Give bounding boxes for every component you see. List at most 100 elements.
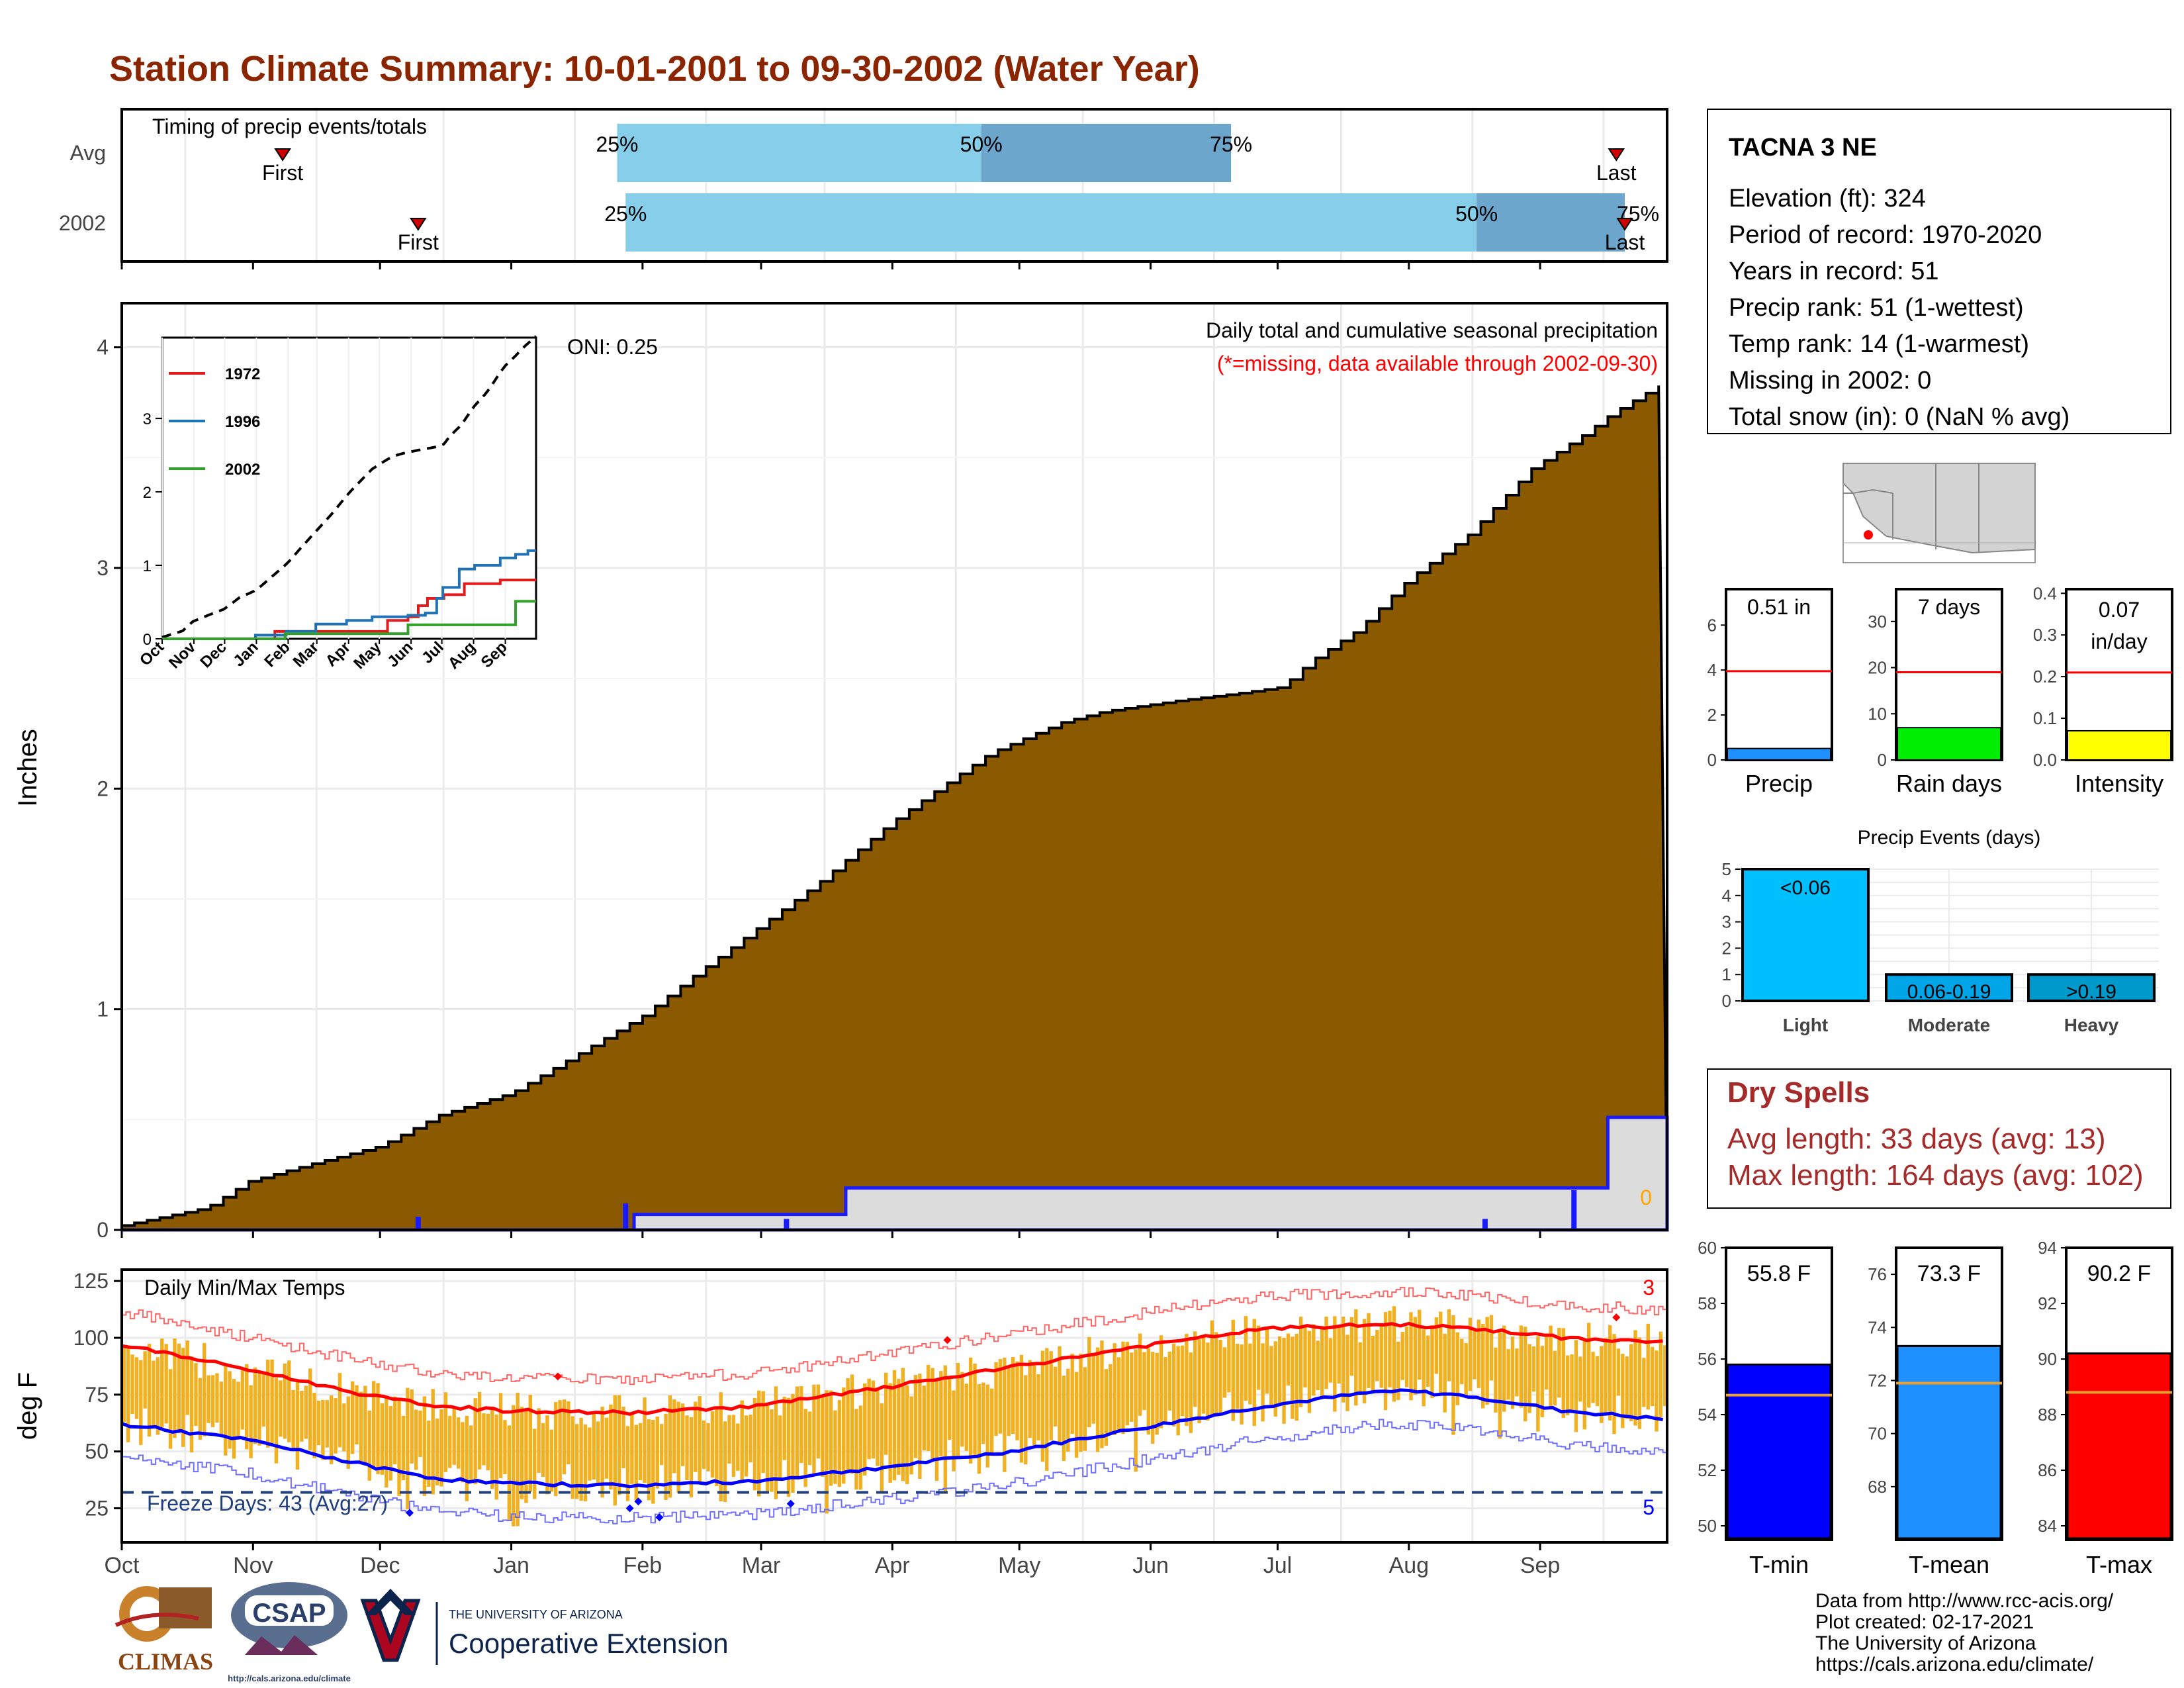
daily-temp-range-bar xyxy=(685,1415,689,1481)
events-title: Precip Events (days) xyxy=(1858,827,2041,849)
precip-y-tick-label: 4 xyxy=(97,336,109,359)
daily-temp-range-bar xyxy=(1600,1346,1604,1423)
missing-count: 0 xyxy=(1640,1186,1652,1209)
mini-bar-y-tick-label: 10 xyxy=(1868,704,1887,724)
daily-precip-bar xyxy=(623,1203,629,1230)
mini-bar-y-tick-label: 20 xyxy=(1868,658,1887,678)
daily-temp-range-bar xyxy=(884,1372,888,1455)
mini-bar-value-bar xyxy=(1727,747,1831,761)
daily-temp-range-bar xyxy=(702,1420,706,1470)
daily-temp-range-bar xyxy=(1116,1357,1121,1433)
daily-temp-range-bar xyxy=(1032,1362,1036,1446)
daily-temp-range-bar xyxy=(981,1382,985,1444)
csap-logo: CSAP http://cals.arizona.edu/climate xyxy=(228,1582,351,1683)
daily-temp-range-bar xyxy=(659,1424,664,1466)
daily-temp-range-bar xyxy=(249,1385,253,1458)
daily-temp-range-bar xyxy=(1430,1325,1434,1399)
daily-temp-range-bar xyxy=(570,1416,575,1499)
daily-temp-range-bar xyxy=(321,1399,325,1460)
temp-bar-y-tick-label: 74 xyxy=(1868,1317,1887,1337)
daily-temp-range-bar xyxy=(643,1397,647,1483)
daily-temp-range-bar xyxy=(283,1363,287,1439)
daily-temp-range-bar xyxy=(215,1373,219,1423)
daily-temp-range-bar xyxy=(973,1363,977,1458)
month-label-may: May xyxy=(998,1553,1040,1578)
daily-temp-range-bar xyxy=(338,1373,342,1448)
daily-temp-range-bar xyxy=(240,1370,245,1430)
timing-first-label: First xyxy=(262,161,303,185)
daily-temp-range-bar xyxy=(122,1345,126,1423)
daily-temp-range-bar xyxy=(392,1396,397,1464)
daily-temp-range-bar xyxy=(287,1360,291,1442)
temp-bar-chart-t-mean: 73.3 F 68 70 72 74 76 T-mean xyxy=(1868,1246,2003,1578)
daily-temp-range-bar xyxy=(719,1392,723,1502)
daily-temp-range-bar xyxy=(1400,1331,1404,1380)
daily-temp-range-bar xyxy=(625,1426,630,1501)
temp-bar-y-tick-label: 52 xyxy=(1698,1460,1717,1480)
daily-temp-range-bar xyxy=(1426,1335,1430,1387)
record-max-line xyxy=(122,1286,1667,1385)
daily-temp-range-bar xyxy=(757,1390,761,1497)
daily-temp-range-bar xyxy=(1655,1350,1659,1432)
daily-temp-range-bar xyxy=(1464,1342,1468,1398)
inset-legend-label: 1996 xyxy=(225,413,260,431)
daily-temp-range-bar xyxy=(876,1387,880,1466)
daily-temp-range-bar xyxy=(126,1345,130,1442)
daily-temp-range-bar xyxy=(291,1389,295,1449)
station-precip-rank: Precip rank: 51 (1-wettest) xyxy=(1729,294,2024,322)
daily-temp-range-bar xyxy=(385,1397,388,1488)
month-label-jul: Jul xyxy=(1263,1553,1292,1578)
daily-temp-range-bar xyxy=(1612,1334,1616,1434)
month-label-oct: Oct xyxy=(105,1553,140,1578)
daily-temp-range-bar xyxy=(1146,1348,1151,1435)
daily-temp-range-bar xyxy=(1130,1352,1134,1422)
daily-temp-range-bar xyxy=(1222,1347,1227,1398)
daily-temp-range-bar xyxy=(236,1382,240,1440)
climas-text: CLIMAS xyxy=(118,1648,213,1675)
daily-temp-range-bar xyxy=(596,1421,600,1486)
daily-temp-range-bar xyxy=(1489,1315,1494,1381)
inset-legend-label: 2002 xyxy=(225,461,260,479)
daily-temp-range-bar xyxy=(1324,1317,1328,1389)
daily-temp-range-bar xyxy=(583,1424,588,1502)
daily-temp-range-bar xyxy=(863,1383,867,1476)
daily-temp-range-bar xyxy=(989,1388,994,1455)
daily-temp-range-bar xyxy=(219,1382,224,1435)
events-bar-label: 0.06-0.19 xyxy=(1907,981,1991,1003)
daily-temp-range-bar xyxy=(334,1398,338,1454)
daily-temp-range-bar xyxy=(1549,1325,1553,1409)
daily-temp-range-bar xyxy=(1333,1316,1337,1412)
daily-temp-range-bar xyxy=(418,1410,422,1457)
daily-temp-range-bar xyxy=(1510,1336,1515,1409)
events-y-tick-label: 3 xyxy=(1722,912,1731,932)
daily-temp-range-bar xyxy=(922,1385,926,1450)
daily-temp-range-bar xyxy=(1286,1333,1291,1386)
mini-bar-unit-label: in/day xyxy=(2091,630,2147,653)
daily-temp-range-bar xyxy=(422,1396,427,1496)
daily-temp-range-bar xyxy=(355,1385,359,1444)
temp-bar-chart-t-max: 90.2 F 84 86 88 90 92 94 T-max xyxy=(2038,1238,2173,1578)
events-bar-moderate xyxy=(1885,973,2013,1002)
daily-temp-range-bar xyxy=(1540,1346,1544,1417)
freeze-days-label: Freeze Days: 43 (Avg:27) xyxy=(147,1491,388,1515)
daily-temp-range-bar xyxy=(621,1407,625,1469)
daily-temp-range-bar xyxy=(1663,1345,1667,1407)
daily-temp-range-bar xyxy=(1468,1317,1473,1391)
daily-temp-range-bar xyxy=(1396,1341,1400,1400)
temp-bar-y-tick-label: 58 xyxy=(1698,1293,1717,1313)
daily-temp-range-bar xyxy=(304,1385,308,1439)
daily-temp-range-bar xyxy=(245,1364,249,1450)
daily-temp-range-bar xyxy=(1345,1335,1349,1411)
daily-temp-range-bar xyxy=(1582,1340,1586,1430)
daily-temp-range-bar xyxy=(274,1378,279,1464)
daily-temp-range-bar xyxy=(1481,1323,1485,1409)
daily-temp-range-bar xyxy=(1434,1317,1439,1374)
daily-temp-range-bar xyxy=(1019,1354,1024,1463)
inset-y-tick-label: 0 xyxy=(143,631,152,649)
daily-temp-range-bar xyxy=(761,1391,765,1474)
daily-temp-range-bar xyxy=(1273,1341,1277,1417)
daily-temp-range-bar xyxy=(397,1401,401,1496)
temp-bar-y-tick-label: 84 xyxy=(2038,1516,2057,1536)
inset-y-tick-label: 2 xyxy=(143,484,152,502)
daily-temp-range-bar xyxy=(770,1409,774,1492)
